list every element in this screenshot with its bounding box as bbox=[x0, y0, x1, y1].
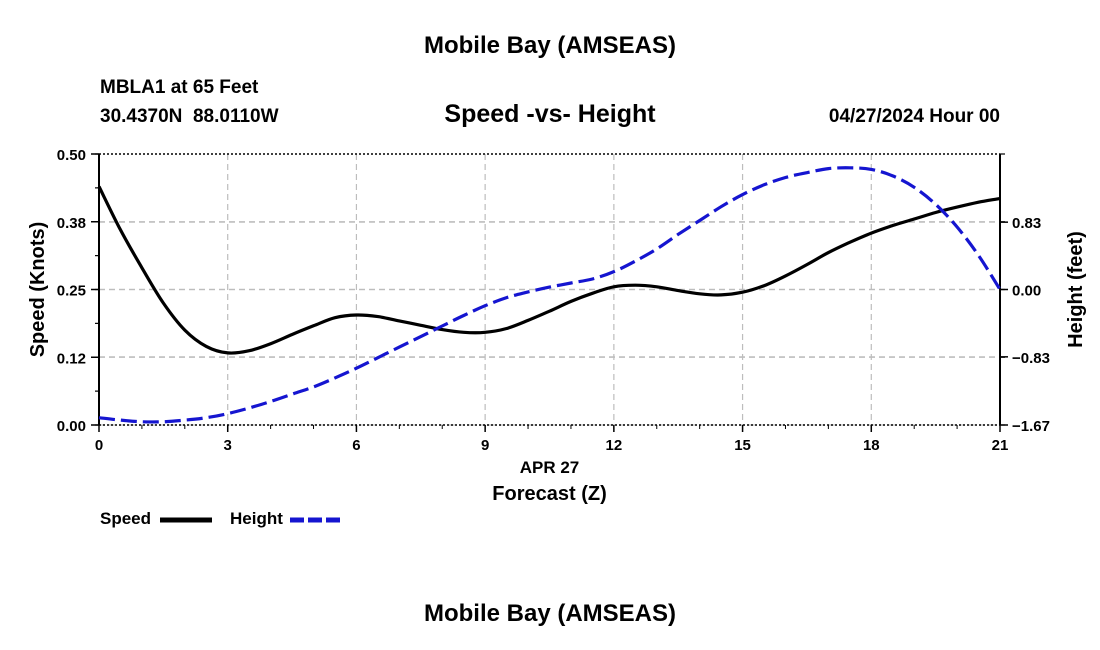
y2-axis-label: Height (feet) bbox=[1065, 231, 1087, 348]
chart-subtitle: Speed -vs- Height bbox=[444, 100, 656, 128]
forecast-date-label: 04/27/2024 Hour 00 bbox=[828, 106, 1000, 127]
legend-height-swatch bbox=[290, 517, 342, 523]
axis-ticks bbox=[91, 153, 1008, 432]
chart-title-bottom: Mobile Bay (AMSEAS) bbox=[423, 600, 677, 627]
y-tick-label: 0.25 bbox=[57, 283, 86, 300]
x-axis-sublabel: APR 27 bbox=[520, 458, 580, 477]
legend-speed-swatch bbox=[160, 517, 212, 523]
axis-labels: 0 3 6 9 12 15 18 21 0.00 0.12 0.25 0.38 0.50 −1.67 −0.… bbox=[27, 147, 1087, 505]
y-tick-label: 0.38 bbox=[57, 215, 86, 232]
x-tick-label: 12 bbox=[606, 437, 623, 454]
x-tick-label: 9 bbox=[481, 437, 489, 454]
coordinates-label: 30.4370N 88.0110W bbox=[100, 106, 279, 127]
height-series-line bbox=[98, 166, 1002, 424]
x-tick-label: 0 bbox=[95, 437, 103, 454]
series-lines bbox=[97, 166, 1002, 424]
y-tick-label: 0.12 bbox=[57, 350, 86, 367]
legend-height-label: Height bbox=[230, 509, 283, 528]
x-tick-label: 18 bbox=[863, 437, 880, 454]
chart-title-top: Mobile Bay (AMSEAS) bbox=[423, 32, 677, 59]
x-tick-label: 6 bbox=[352, 437, 360, 454]
x-tick-label: 3 bbox=[224, 437, 232, 454]
speed-series-line bbox=[97, 185, 1001, 355]
y-tick-label: 0.00 bbox=[57, 418, 86, 435]
x-axis-label: Forecast (Z) bbox=[492, 483, 606, 505]
y-axis-label: Speed (Knots) bbox=[27, 222, 49, 358]
y2-tick-label: −1.67 bbox=[1012, 418, 1050, 435]
grid bbox=[99, 154, 1000, 426]
y2-tick-label: 0.83 bbox=[1012, 215, 1041, 232]
x-tick-label: 21 bbox=[992, 437, 1009, 454]
y-tick-label: 0.50 bbox=[57, 147, 86, 164]
legend-speed-label: Speed bbox=[100, 509, 152, 528]
station-label: MBLA1 at 65 Feet bbox=[100, 77, 259, 98]
y2-tick-label: 0.00 bbox=[1012, 283, 1041, 300]
x-tick-label: 15 bbox=[734, 437, 751, 454]
y2-tick-label: −0.83 bbox=[1012, 350, 1050, 367]
